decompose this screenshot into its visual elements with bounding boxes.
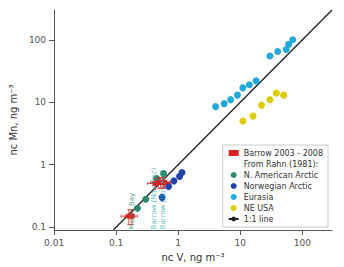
svg-text:Barrow 2003 - 2008: Barrow 2003 - 2008 [244,149,323,158]
svg-text:From Rahn (1981):: From Rahn (1981): [244,160,319,169]
svg-text:Norwegian Arctic: Norwegian Arctic [244,182,312,191]
svg-text:10: 10 [235,238,247,248]
svg-text:10: 10 [35,97,47,107]
svg-text:Mould Bay: Mould Bay [128,193,136,230]
svg-text:nc V, ng m⁻³: nc V, ng m⁻³ [161,252,224,263]
svg-text:0.1: 0.1 [32,222,46,232]
svg-text:1:1 line: 1:1 line [244,215,274,224]
svg-text:100: 100 [29,35,46,45]
svg-text:NE USA: NE USA [244,204,275,213]
svg-text:100: 100 [294,238,311,248]
svg-text:Eurasia: Eurasia [244,193,274,202]
svg-text:Barrow (Nov-Dec): Barrow (Nov-Dec) [150,167,158,229]
svg-text:N. American Arctic: N. American Arctic [244,171,318,180]
svg-text:0.01: 0.01 [44,238,64,248]
svg-text:0.1: 0.1 [109,238,123,248]
svg-text:1: 1 [40,160,46,170]
svg-text:nc Mn, ng m⁻³: nc Mn, ng m⁻³ [8,84,19,155]
svg-text:1: 1 [175,238,181,248]
svg-text:Barrow (Nov-Apr): Barrow (Nov-Apr) [159,169,167,229]
